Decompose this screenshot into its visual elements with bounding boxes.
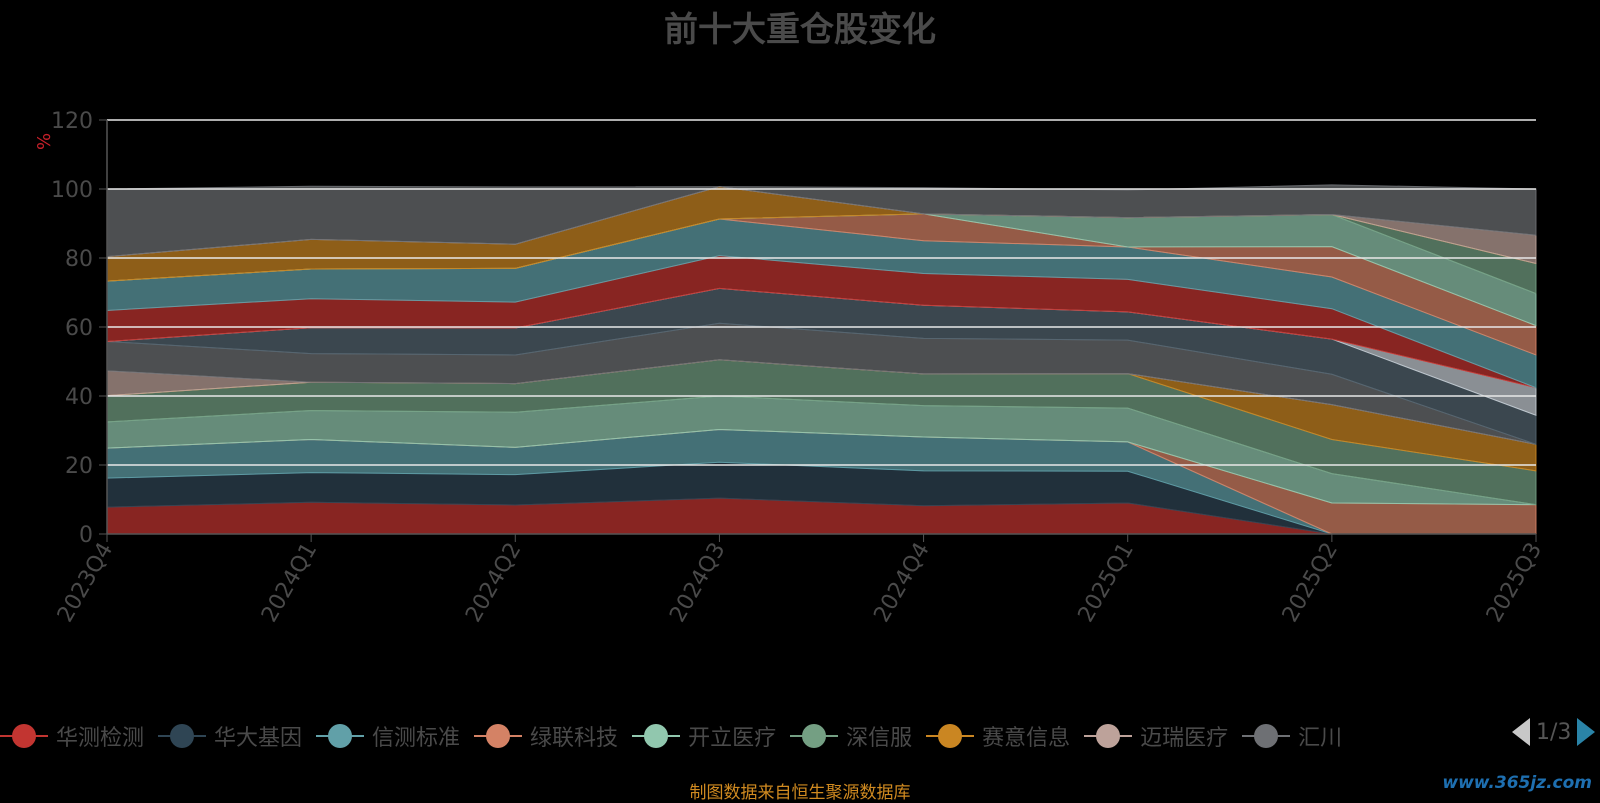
legend-label: 信测标准 — [372, 726, 461, 751]
legend-item[interactable]: 深信服 — [790, 720, 912, 752]
x-tick-label: 2024Q4 — [869, 539, 934, 627]
legend-label: 迈瑞医疗 — [1140, 726, 1229, 751]
legend-marker-icon — [926, 724, 975, 748]
legend-marker-icon — [1242, 724, 1291, 748]
x-tick-label: 2025Q1 — [1074, 539, 1139, 627]
legend-marker-icon — [474, 724, 523, 748]
legend-item[interactable]: 信测标准 — [316, 720, 460, 752]
legend-item[interactable]: 开立医疗 — [632, 720, 776, 752]
legend-prev-icon[interactable] — [1512, 718, 1530, 746]
y-tick-label: 100 — [51, 178, 93, 203]
x-tick-label: 2025Q3 — [1482, 539, 1547, 627]
legend-label: 绿联科技 — [530, 726, 619, 751]
legend-label: 汇川 — [1298, 726, 1343, 751]
legend-label: 华测检测 — [56, 726, 145, 751]
y-tick-label: 80 — [65, 247, 93, 272]
legend-page-indicator: 1/3 — [1536, 719, 1572, 745]
y-tick-label: 20 — [65, 454, 93, 479]
legend-item[interactable]: 华大基因 — [158, 720, 302, 752]
legend-label: 开立医疗 — [688, 726, 777, 751]
legend-item[interactable]: 赛意信息 — [926, 720, 1070, 752]
legend-label: 深信服 — [846, 726, 913, 751]
x-tick-label: 2025Q2 — [1278, 539, 1343, 627]
legend-item[interactable]: 汇川 — [1242, 720, 1342, 752]
x-tick-label: 2024Q2 — [461, 539, 526, 627]
y-tick-label: 0 — [79, 523, 93, 548]
x-tick-label: 2023Q4 — [53, 539, 118, 627]
legend-item[interactable]: 迈瑞医疗 — [1084, 720, 1228, 752]
y-tick-label: 120 — [51, 109, 93, 134]
legend-label: 赛意信息 — [982, 726, 1071, 751]
legend-item[interactable]: 绿联科技 — [474, 720, 618, 752]
legend-marker-icon — [1084, 724, 1133, 748]
legend-marker-icon — [158, 724, 207, 748]
legend: 华测检测 华大基因 信测标准 绿联科技 开立医疗 深信服 赛意信息 迈瑞医疗 汇川 — [0, 716, 1480, 756]
legend-marker-icon — [790, 724, 839, 748]
y-tick-label: 40 — [65, 385, 93, 410]
data-source-note: 制图数据来自恒生聚源数据库 — [689, 783, 911, 803]
y-axis-unit: % — [34, 132, 55, 150]
legend-item[interactable]: 华测检测 — [0, 720, 144, 752]
chart-title: 前十大重仓股变化 — [664, 10, 936, 50]
y-tick-label: 60 — [65, 316, 93, 341]
x-tick-label: 2024Q1 — [257, 539, 322, 627]
x-tick-label: 2024Q3 — [665, 539, 730, 627]
legend-marker-icon — [316, 724, 365, 748]
series-area-18 — [106, 184, 1537, 258]
watermark: www.365jz.com — [1442, 773, 1592, 793]
legend-pager: 1/3 — [1512, 718, 1596, 746]
legend-marker-icon — [0, 724, 48, 748]
legend-marker-icon — [632, 724, 681, 748]
legend-next-icon[interactable] — [1577, 718, 1596, 746]
legend-label: 华大基因 — [214, 726, 303, 751]
